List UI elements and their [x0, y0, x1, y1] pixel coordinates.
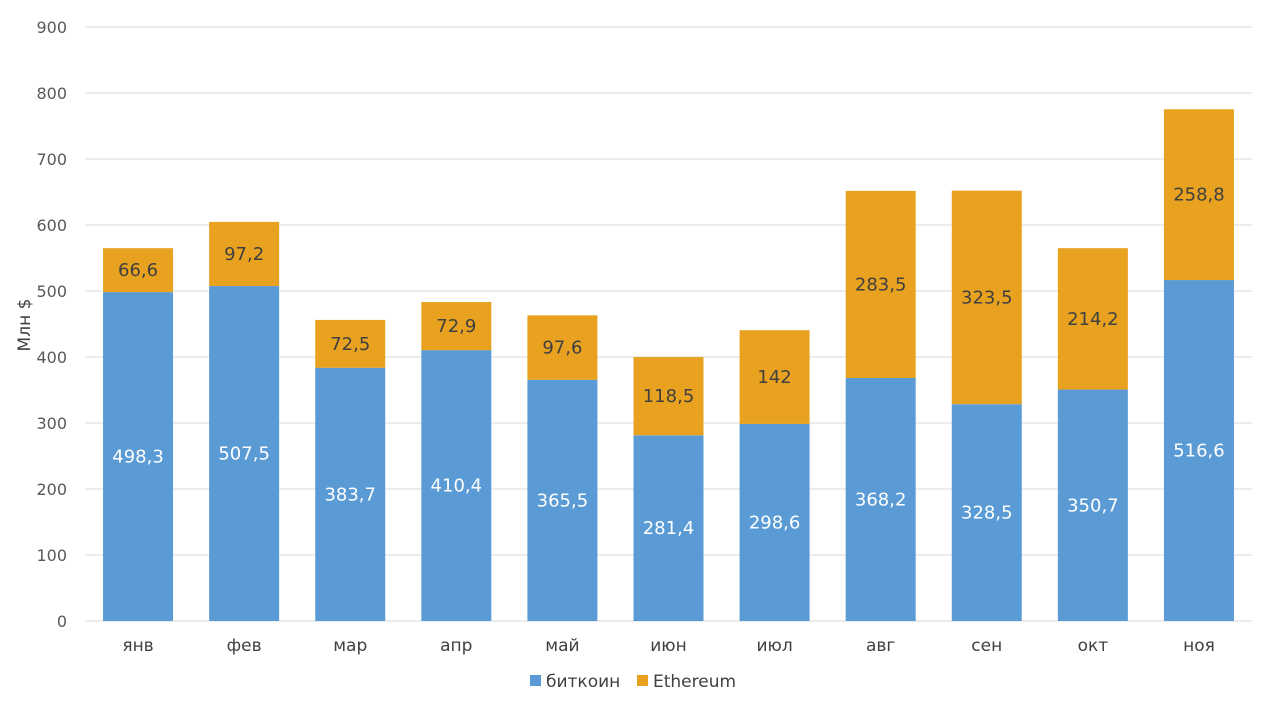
data-label: 72,9 [436, 316, 476, 337]
x-category-label: июн [650, 636, 686, 656]
data-label: 365,5 [537, 490, 589, 511]
x-category-label: сен [971, 636, 1002, 656]
data-label: 298,6 [749, 512, 801, 533]
y-tick-label: 500 [36, 282, 67, 301]
bar-bitcoin [421, 350, 492, 621]
x-axis-categories: янв фев мар апр май июн июл авг сен окт ноя [122, 636, 1214, 656]
bar-bitcoin [209, 286, 280, 621]
x-category-label: май [545, 636, 579, 656]
x-category-label: мар [333, 636, 367, 656]
y-tick-label: 400 [36, 348, 67, 367]
legend-swatch [530, 675, 541, 686]
data-label: 214,2 [1067, 309, 1119, 330]
data-label: 97,6 [542, 338, 582, 359]
data-label: 323,5 [961, 287, 1013, 308]
bar-ethereum [633, 357, 704, 436]
legend-label: биткоин [546, 672, 620, 692]
y-tick-label: 0 [57, 612, 67, 631]
data-label: 516,6 [1173, 441, 1225, 462]
y-tick-label: 900 [36, 18, 67, 37]
bar-bitcoin [739, 423, 810, 621]
data-label: 118,5 [643, 386, 695, 407]
x-category-label: окт [1078, 636, 1109, 656]
x-category-label: апр [440, 636, 472, 656]
data-label: 72,5 [330, 334, 370, 355]
bar-bitcoin [845, 377, 916, 621]
y-tick-label: 200 [36, 480, 67, 499]
bar-bitcoin [951, 404, 1022, 621]
bar-ethereum [1163, 109, 1234, 281]
bar-ethereum [209, 221, 280, 287]
x-category-label: июл [756, 636, 792, 656]
bar-bitcoin [315, 367, 386, 621]
x-category-label: фев [227, 636, 262, 656]
y-tick-label: 700 [36, 150, 67, 169]
bar-bitcoin [1057, 389, 1128, 621]
y-tick-label: 800 [36, 84, 67, 103]
y-tick-label: 600 [36, 216, 67, 235]
y-tick-label: 100 [36, 546, 67, 565]
x-category-label: авг [866, 636, 895, 656]
x-category-label: янв [122, 636, 153, 656]
data-label: 283,5 [855, 274, 907, 295]
x-category-label: ноя [1183, 636, 1215, 656]
data-label: 328,5 [961, 503, 1013, 524]
data-label: 498,3 [112, 447, 164, 468]
y-axis-ticks: 0 100 200 300 400 500 600 700 800 900 [36, 18, 67, 631]
legend: биткоин Ethereum [530, 672, 736, 692]
data-label: 368,2 [855, 489, 907, 510]
y-tick-label: 300 [36, 414, 67, 433]
data-label: 383,7 [324, 484, 376, 505]
legend-label: Ethereum [653, 672, 736, 692]
bar-ethereum [421, 302, 492, 351]
bar-bitcoin [1163, 280, 1234, 621]
bar-ethereum [1057, 248, 1128, 390]
bar-ethereum [951, 190, 1022, 405]
bar-ethereum [527, 315, 598, 380]
data-label: 507,5 [218, 444, 270, 465]
y-axis-label: Млн $ [15, 299, 35, 352]
data-labels: 498,3 66,6 507,5 97,2 383,7 72,5 410,4 72,9 365,… [112, 185, 1224, 539]
bars [103, 109, 1234, 621]
data-label: 142 [757, 367, 791, 388]
bar-ethereum [845, 190, 916, 378]
bar-bitcoin [633, 435, 704, 621]
data-label: 410,4 [431, 476, 483, 497]
data-label: 350,7 [1067, 495, 1119, 516]
data-label: 258,8 [1173, 185, 1225, 206]
bar-ethereum [315, 319, 386, 368]
data-label: 97,2 [224, 244, 264, 265]
data-label: 66,6 [118, 260, 158, 281]
gridlines [85, 26, 1252, 622]
data-label: 281,4 [643, 518, 695, 539]
bar-ethereum [739, 330, 810, 424]
bar-ethereum [103, 248, 174, 293]
legend-swatch [637, 675, 648, 686]
bar-bitcoin [103, 292, 174, 621]
bar-bitcoin [527, 379, 598, 621]
